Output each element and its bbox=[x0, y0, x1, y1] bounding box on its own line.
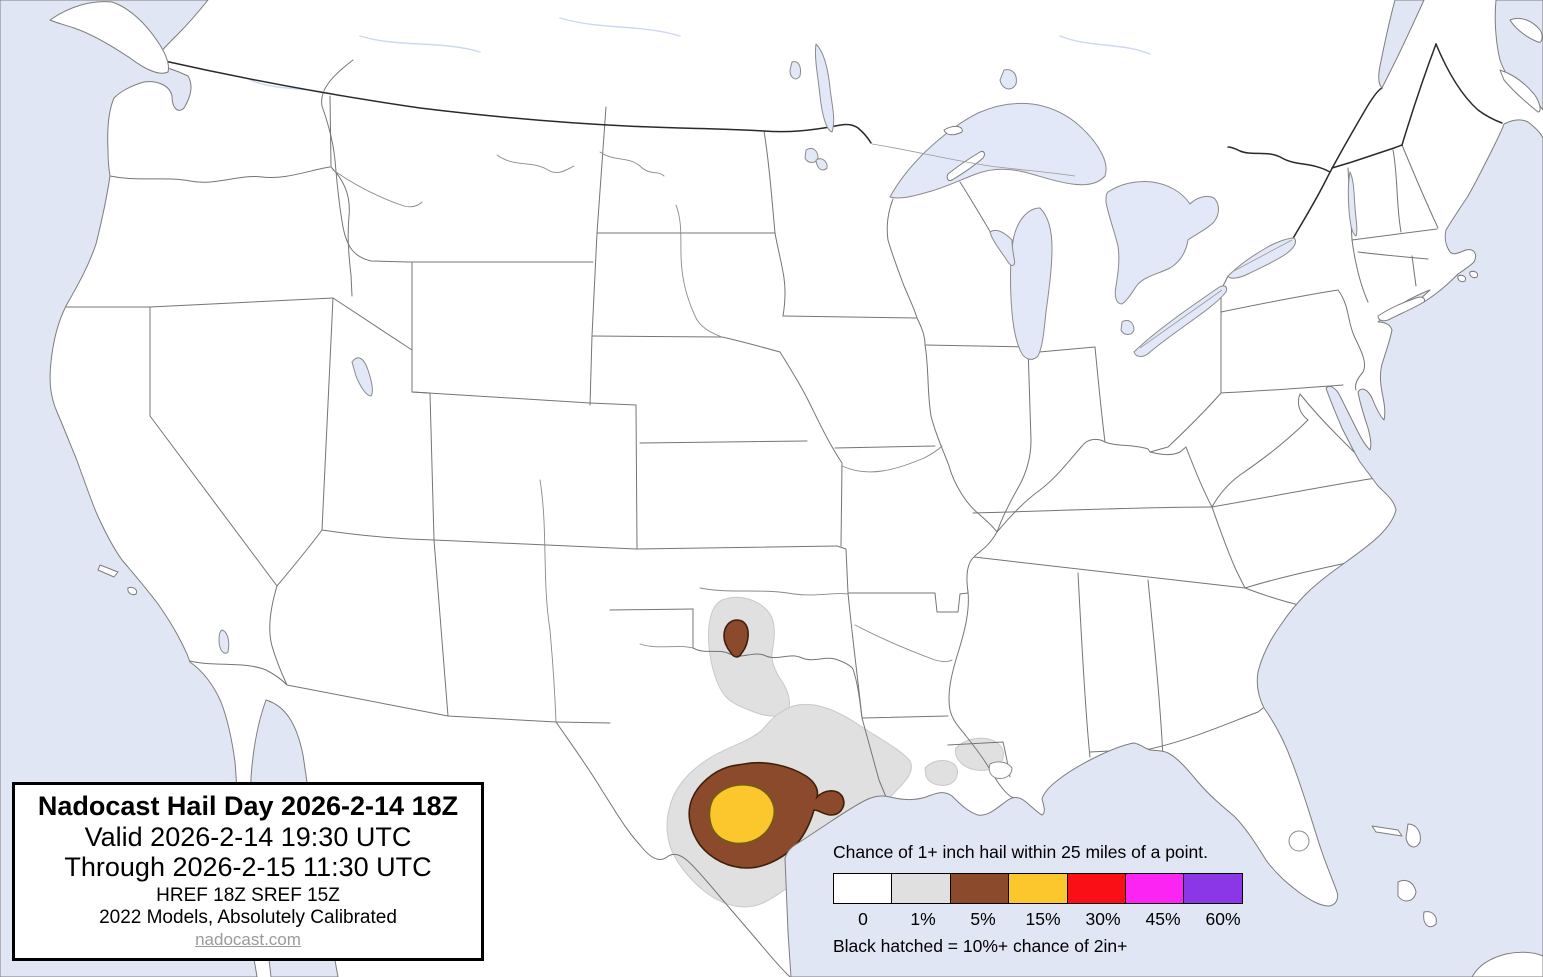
contour-1pct-louisiana-west bbox=[924, 760, 958, 786]
lake-st-clair bbox=[1120, 319, 1135, 335]
bahamas-2 bbox=[1405, 823, 1421, 848]
legend-swatch-45% bbox=[1125, 873, 1186, 904]
bahamas-3 bbox=[1397, 879, 1417, 902]
legend-hatched-note: Black hatched = 10%+ chance of 2in+ bbox=[833, 936, 1128, 956]
cuba bbox=[1471, 951, 1543, 977]
lake-okeechobee bbox=[1288, 830, 1310, 852]
lake-pontchartrain bbox=[988, 761, 1013, 779]
legend-swatch-0 bbox=[833, 873, 893, 904]
pacific-ocean bbox=[0, 0, 258, 977]
socal-island-2 bbox=[127, 587, 137, 596]
legend-swatch-60% bbox=[1183, 873, 1244, 904]
legend: Chance of 1+ inch hail within 25 miles o… bbox=[833, 842, 1263, 957]
model-inputs: HREF 18Z SREF 15Z bbox=[156, 885, 340, 906]
state-borders bbox=[61, 59, 1439, 977]
long-island bbox=[1377, 296, 1425, 322]
legend-label-30%: 30% bbox=[1085, 909, 1121, 929]
legend-label-5%: 5% bbox=[970, 909, 996, 929]
legend-swatch-30% bbox=[1066, 873, 1127, 904]
forecast-title: Nadocast Hail Day 2026-2-14 18Z bbox=[37, 791, 459, 821]
prince-edward-island bbox=[1509, 17, 1543, 43]
legend-swatch-15% bbox=[1008, 873, 1069, 904]
nantucket bbox=[1457, 274, 1466, 283]
legend-swatch-1% bbox=[891, 873, 952, 904]
outline-lakes bbox=[988, 761, 1310, 852]
lake-manitoba bbox=[789, 61, 801, 80]
lake-borders bbox=[871, 143, 1293, 349]
legend-label-1%: 1% bbox=[910, 909, 936, 929]
contour-5pct-red-river bbox=[723, 619, 749, 658]
nova-scotia bbox=[1499, 69, 1541, 113]
bahamas-4 bbox=[1423, 911, 1437, 928]
green-bay bbox=[989, 229, 1015, 266]
lake-nipigon bbox=[999, 69, 1017, 90]
legend-label-15%: 15% bbox=[1025, 909, 1061, 929]
great-lakes bbox=[218, 43, 1358, 654]
legend-title: Chance of 1+ inch hail within 25 miles o… bbox=[833, 842, 1209, 862]
lake-michigan bbox=[1009, 207, 1053, 360]
legend-swatch-row bbox=[833, 873, 1263, 904]
hail-contours-15pct bbox=[708, 784, 776, 845]
nadocast-link[interactable]: nadocast.com bbox=[195, 930, 301, 949]
legend-label-0: 0 bbox=[858, 909, 868, 929]
lake-champlain bbox=[1347, 171, 1358, 237]
socal-island-1 bbox=[97, 564, 119, 578]
lake-of-the-woods bbox=[804, 147, 819, 163]
title-box: Nadocast Hail Day 2026-2-14 18Z Valid 20… bbox=[12, 782, 484, 961]
st-lawrence-river bbox=[1378, 0, 1425, 89]
through-time: Through 2026-2-15 11:30 UTC bbox=[64, 852, 432, 882]
islands bbox=[49, 1, 1543, 977]
legend-label-45%: 45% bbox=[1145, 909, 1181, 929]
valid-time: Valid 2026-2-14 19:30 UTC bbox=[84, 822, 412, 852]
contour-15pct-texas bbox=[708, 784, 776, 845]
lake-superior bbox=[889, 102, 1107, 199]
lake-huron bbox=[1105, 181, 1219, 305]
lake-ontario bbox=[1227, 237, 1297, 279]
lake-winnipeg bbox=[815, 43, 835, 133]
gulf-of-mexico-atlantic bbox=[784, 119, 1543, 977]
legend-label-row: 0 1% 5% 15% 30% 45% 60% bbox=[833, 909, 1263, 930]
keweenaw-peninsula bbox=[946, 151, 985, 181]
isle-royale bbox=[943, 125, 963, 136]
great-salt-lake bbox=[351, 357, 373, 397]
red-lake bbox=[815, 158, 828, 171]
marthas-vineyard bbox=[1469, 270, 1478, 279]
canada-border bbox=[159, 43, 1503, 241]
rivers bbox=[332, 151, 953, 723]
model-calibration: 2022 Models, Absolutely Calibrated bbox=[99, 907, 397, 928]
bahamas-1 bbox=[1371, 825, 1403, 837]
salton-sea bbox=[218, 629, 230, 654]
legend-label-60%: 60% bbox=[1205, 909, 1241, 929]
vancouver-island bbox=[49, 1, 169, 74]
legend-swatch-5% bbox=[949, 873, 1010, 904]
